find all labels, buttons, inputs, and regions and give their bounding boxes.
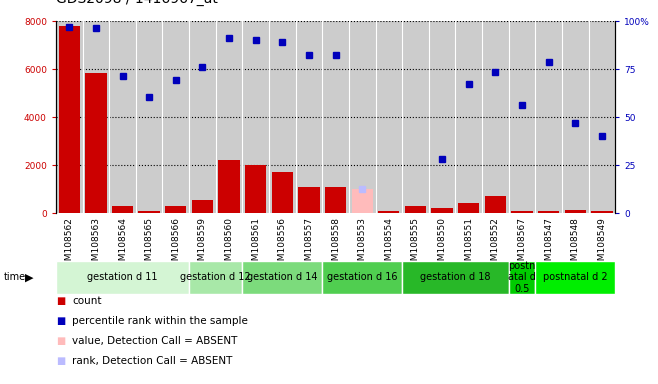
Bar xyxy=(272,172,293,213)
Text: postnatal d 2: postnatal d 2 xyxy=(543,272,607,283)
Bar xyxy=(458,203,480,213)
Text: GSM108564: GSM108564 xyxy=(118,217,127,272)
Bar xyxy=(351,212,373,213)
Bar xyxy=(191,200,213,213)
Text: GSM108561: GSM108561 xyxy=(251,217,260,272)
Text: GSM108547: GSM108547 xyxy=(544,217,553,272)
Bar xyxy=(485,196,506,213)
Text: GSM108550: GSM108550 xyxy=(438,217,447,272)
Text: GSM108557: GSM108557 xyxy=(305,217,313,272)
Text: gestation d 11: gestation d 11 xyxy=(88,272,158,283)
Text: time: time xyxy=(3,272,26,283)
Text: ■: ■ xyxy=(56,316,65,326)
Bar xyxy=(511,211,533,213)
Text: gestation d 12: gestation d 12 xyxy=(180,272,251,283)
Text: GSM108549: GSM108549 xyxy=(597,217,607,272)
Text: GSM108555: GSM108555 xyxy=(411,217,420,272)
Text: GSM108556: GSM108556 xyxy=(278,217,287,272)
Text: gestation d 14: gestation d 14 xyxy=(247,272,318,283)
Bar xyxy=(59,26,80,213)
Text: GSM108565: GSM108565 xyxy=(145,217,154,272)
Text: ■: ■ xyxy=(56,336,65,346)
Text: GSM108566: GSM108566 xyxy=(171,217,180,272)
Text: GSM108559: GSM108559 xyxy=(198,217,207,272)
Text: ▶: ▶ xyxy=(25,272,34,283)
Text: GSM108562: GSM108562 xyxy=(64,217,74,272)
Text: GSM108553: GSM108553 xyxy=(358,217,367,272)
Bar xyxy=(509,261,536,294)
Bar xyxy=(165,207,186,213)
Text: percentile rank within the sample: percentile rank within the sample xyxy=(72,316,248,326)
Text: GDS2098 / 1416967_at: GDS2098 / 1416967_at xyxy=(56,0,218,6)
Bar xyxy=(218,161,240,213)
Text: GSM108567: GSM108567 xyxy=(517,217,526,272)
Text: value, Detection Call = ABSENT: value, Detection Call = ABSENT xyxy=(72,336,238,346)
Bar xyxy=(378,211,399,213)
Text: GSM108560: GSM108560 xyxy=(224,217,234,272)
Text: GSM108558: GSM108558 xyxy=(331,217,340,272)
Bar xyxy=(325,187,346,213)
Bar xyxy=(536,261,615,294)
Text: GSM108548: GSM108548 xyxy=(570,217,580,272)
Text: GSM108563: GSM108563 xyxy=(91,217,101,272)
Text: gestation d 16: gestation d 16 xyxy=(327,272,397,283)
Text: postn
atal d
0.5: postn atal d 0.5 xyxy=(508,261,536,294)
Bar xyxy=(592,211,613,213)
Bar xyxy=(86,73,107,213)
Text: GSM108551: GSM108551 xyxy=(465,217,473,272)
Text: rank, Detection Call = ABSENT: rank, Detection Call = ABSENT xyxy=(72,356,233,366)
Bar xyxy=(432,208,453,213)
Bar xyxy=(565,210,586,213)
Text: count: count xyxy=(72,296,102,306)
Bar xyxy=(242,261,322,294)
Bar xyxy=(402,261,509,294)
Text: ■: ■ xyxy=(56,356,65,366)
Text: GSM108552: GSM108552 xyxy=(491,217,500,272)
Bar xyxy=(138,211,160,213)
Bar xyxy=(538,211,559,213)
Bar xyxy=(405,207,426,213)
Bar xyxy=(351,189,373,213)
Text: ■: ■ xyxy=(56,296,65,306)
Bar xyxy=(112,206,133,213)
Text: gestation d 18: gestation d 18 xyxy=(420,272,491,283)
Bar xyxy=(298,187,320,213)
Bar xyxy=(322,261,402,294)
Bar xyxy=(189,261,242,294)
Bar xyxy=(56,261,189,294)
Text: GSM108554: GSM108554 xyxy=(384,217,393,272)
Bar xyxy=(245,165,266,213)
